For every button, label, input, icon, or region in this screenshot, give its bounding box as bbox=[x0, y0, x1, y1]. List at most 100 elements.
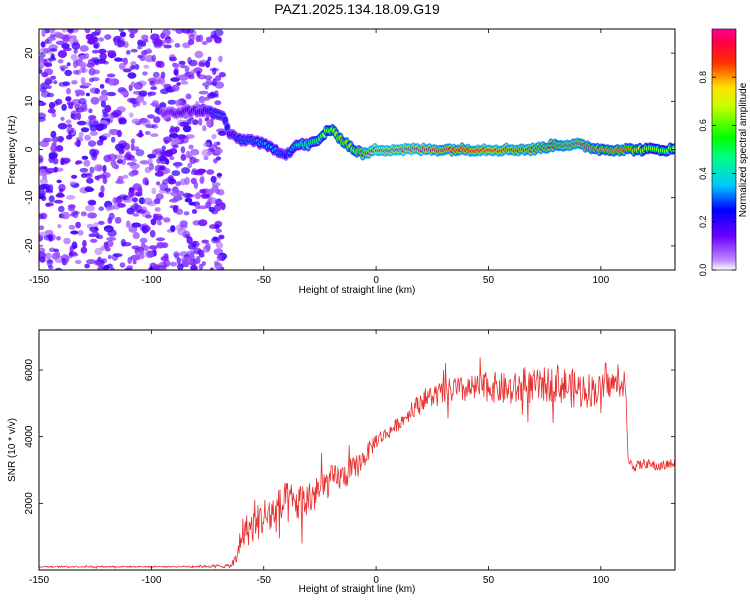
noise-cell bbox=[217, 189, 225, 196]
noise-cell bbox=[79, 61, 87, 69]
noise-cell bbox=[192, 119, 199, 126]
noise-cell bbox=[148, 245, 158, 250]
noise-cell bbox=[169, 133, 179, 139]
noise-cell bbox=[215, 241, 224, 249]
noise-cell bbox=[159, 156, 169, 165]
noise-cell bbox=[49, 33, 56, 38]
noise-cell bbox=[164, 150, 174, 157]
y-tick-label: 20 bbox=[24, 47, 35, 59]
noise-cell bbox=[174, 43, 181, 48]
noise-cell bbox=[151, 54, 157, 63]
noise-cell bbox=[39, 225, 45, 230]
noise-cell bbox=[200, 175, 205, 183]
noise-cell bbox=[93, 149, 100, 156]
noise-cell bbox=[72, 70, 80, 75]
noise-cell bbox=[120, 238, 126, 247]
noise-cell bbox=[167, 99, 177, 105]
noise-cell bbox=[187, 162, 193, 168]
noise-cell bbox=[97, 220, 105, 225]
noise-cell bbox=[208, 206, 215, 213]
noise-cell bbox=[101, 171, 111, 179]
noise-cell bbox=[198, 117, 203, 126]
noise-cell bbox=[204, 75, 213, 81]
x-tick-label: 0 bbox=[373, 275, 379, 286]
noise-cell bbox=[135, 149, 145, 157]
noise-cell bbox=[152, 71, 160, 78]
noise-cell bbox=[127, 72, 137, 79]
noise-cell bbox=[80, 127, 90, 133]
noise-cell bbox=[94, 88, 100, 95]
noise-cell bbox=[104, 34, 112, 40]
noise-cell bbox=[206, 119, 212, 128]
noise-cell bbox=[80, 246, 88, 254]
noise-cell bbox=[103, 111, 109, 118]
noise-cell bbox=[143, 245, 149, 252]
noise-cell bbox=[98, 95, 109, 103]
noise-cell bbox=[205, 60, 211, 68]
noise-cell bbox=[121, 158, 126, 166]
noise-cell bbox=[62, 29, 67, 33]
noise-cell bbox=[39, 55, 44, 63]
noise-cell bbox=[40, 41, 46, 48]
noise-cell bbox=[154, 207, 161, 212]
noise-cell bbox=[80, 76, 86, 85]
noise-cell bbox=[202, 245, 211, 253]
noise-cell bbox=[198, 263, 204, 270]
noise-cell bbox=[171, 29, 177, 32]
noise-cell bbox=[80, 211, 87, 217]
noise-cell bbox=[47, 29, 56, 34]
noise-cell bbox=[57, 224, 62, 229]
noise-cell bbox=[106, 49, 116, 54]
noise-cell bbox=[119, 31, 127, 38]
noise-cell bbox=[94, 259, 104, 265]
spectrogram-y-label: Frequency (Hz) bbox=[7, 116, 18, 185]
noise-cell bbox=[150, 133, 159, 138]
noise-cell bbox=[125, 220, 131, 228]
noise-cell bbox=[198, 90, 209, 95]
noise-cell bbox=[56, 179, 62, 184]
noise-cell bbox=[148, 163, 155, 171]
noise-cell bbox=[147, 114, 155, 119]
noise-cell bbox=[103, 265, 110, 270]
noise-cell bbox=[212, 236, 219, 242]
noise-cell bbox=[39, 178, 49, 185]
x-tick-label: -50 bbox=[257, 575, 272, 586]
spectrogram-x-label: Height of straight line (km) bbox=[299, 285, 416, 296]
noise-cell bbox=[54, 267, 63, 270]
noise-cell bbox=[83, 159, 91, 167]
y-tick-label: -20 bbox=[24, 238, 35, 253]
noise-cell bbox=[172, 63, 180, 68]
noise-cell bbox=[53, 136, 59, 142]
noise-cell bbox=[81, 155, 89, 160]
noise-cell bbox=[57, 59, 64, 64]
noise-cell bbox=[211, 182, 221, 187]
noise-cell bbox=[154, 213, 163, 222]
noise-cell bbox=[142, 197, 153, 205]
noise-cell bbox=[43, 58, 48, 66]
noise-cell bbox=[76, 120, 87, 126]
noise-cell bbox=[137, 45, 143, 50]
noise-cell bbox=[155, 181, 161, 186]
x-tick-label: -150 bbox=[29, 575, 49, 586]
noise-cell bbox=[39, 116, 46, 122]
noise-cell bbox=[190, 69, 195, 75]
noise-cell bbox=[99, 52, 107, 61]
noise-cell bbox=[65, 119, 72, 124]
noise-cell bbox=[163, 136, 173, 143]
noise-cell bbox=[55, 32, 64, 39]
x-tick-label: -100 bbox=[141, 275, 161, 286]
noise-cell bbox=[58, 136, 64, 143]
noise-cell bbox=[191, 209, 198, 214]
noise-cell bbox=[137, 39, 144, 47]
noise-cell bbox=[145, 131, 151, 135]
noise-cell bbox=[163, 259, 171, 268]
noise-cell bbox=[60, 160, 69, 165]
noise-cell bbox=[71, 174, 78, 179]
noise-cell bbox=[184, 65, 190, 73]
snr-panel: -150 -100 -50 0 50 100 2000 4000 6000 Height of… bbox=[7, 329, 676, 595]
colorbar-tick-label: 0.2 bbox=[698, 216, 708, 229]
noise-cell bbox=[117, 40, 126, 48]
noise-cell bbox=[93, 56, 100, 65]
noise-cell bbox=[188, 59, 198, 67]
x-tick-label: 100 bbox=[592, 275, 609, 286]
